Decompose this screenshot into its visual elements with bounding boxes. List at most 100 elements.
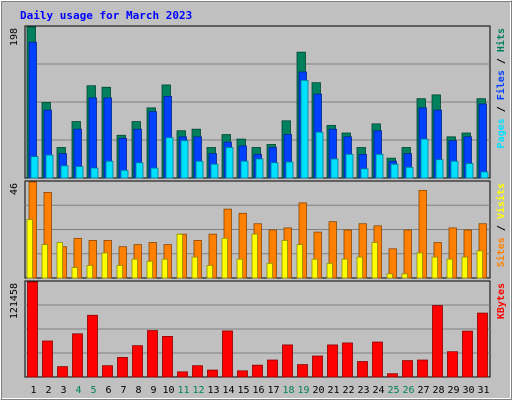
- x-tick-label: 14: [222, 385, 234, 396]
- bar-pages: [390, 163, 399, 179]
- legend-sep: /: [496, 100, 507, 118]
- bar-kbytes: [402, 360, 413, 378]
- y-max-label: 46: [9, 183, 20, 195]
- y-max-label: 198: [9, 28, 20, 46]
- bar-kbytes: [477, 312, 488, 378]
- bar-kbytes: [417, 359, 428, 378]
- bar-pages: [465, 163, 474, 179]
- bar-visits: [206, 265, 213, 279]
- bar-pages: [225, 147, 234, 179]
- bar-pages: [45, 154, 54, 179]
- panel-legend: Sites / Visits: [495, 183, 507, 267]
- x-tick-label: 31: [477, 385, 489, 396]
- bar-pages: [210, 163, 219, 179]
- x-tick-label: 29: [447, 385, 459, 396]
- bar-pages: [105, 160, 114, 179]
- bar-visits: [476, 250, 483, 279]
- bar-sites: [403, 229, 412, 279]
- chart-title: Daily usage for March 2023: [20, 9, 192, 22]
- x-tick-label: 22: [342, 385, 354, 396]
- x-tick-label: 3: [60, 385, 66, 396]
- bar-pages: [345, 153, 354, 179]
- bar-files: [478, 103, 487, 179]
- legend-pages: Pages: [496, 118, 507, 148]
- bar-kbytes: [282, 344, 293, 378]
- bar-pages: [435, 159, 444, 179]
- x-tick-label: 11: [177, 385, 189, 396]
- x-tick-label: 30: [462, 385, 474, 396]
- bar-kbytes: [27, 281, 38, 378]
- bar-pages: [75, 166, 84, 179]
- bar-files: [88, 97, 97, 179]
- x-tick-label: 8: [135, 385, 141, 396]
- x-tick-label: 6: [105, 385, 111, 396]
- bar-kbytes: [207, 369, 218, 378]
- bar-kbytes: [102, 365, 113, 378]
- bar-kbytes: [72, 333, 83, 378]
- bar-visits: [386, 273, 393, 279]
- x-tick-label: 15: [237, 385, 249, 396]
- x-tick-label: 9: [150, 385, 156, 396]
- bar-visits: [461, 256, 468, 279]
- bar-kbytes: [372, 341, 383, 378]
- bar-kbytes: [177, 371, 188, 378]
- x-tick-label: 23: [357, 385, 369, 396]
- bar-visits: [341, 258, 348, 279]
- panel-kbytes: 121458 KBytes: [9, 280, 507, 378]
- bar-kbytes: [252, 364, 263, 378]
- bar-pages: [375, 153, 384, 179]
- y-max-label: 121458: [9, 283, 20, 319]
- bar-kbytes: [237, 370, 248, 378]
- bar-pages: [165, 137, 174, 179]
- bar-pages: [120, 169, 129, 179]
- legend-kbytes: KBytes: [496, 283, 507, 319]
- bar-pages: [150, 167, 159, 179]
- bar-pages: [315, 131, 324, 179]
- bar-visits: [236, 258, 243, 279]
- x-tick-label: 4: [75, 385, 81, 396]
- bar-visits: [161, 258, 168, 279]
- bar-visits: [86, 265, 93, 279]
- x-tick-label: 19: [297, 385, 309, 396]
- bar-pages: [60, 165, 69, 179]
- bar-visits: [116, 265, 123, 279]
- bar-pages: [270, 162, 279, 179]
- bar-kbytes: [357, 361, 368, 378]
- x-tick-label: 10: [162, 385, 174, 396]
- bar-visits: [356, 256, 363, 279]
- bar-visits: [26, 219, 33, 279]
- bar-kbytes: [312, 355, 323, 378]
- bar-visits: [281, 240, 288, 279]
- bar-kbytes: [162, 336, 173, 378]
- bar-pages: [240, 160, 249, 179]
- bar-pages: [360, 168, 369, 179]
- bar-pages: [255, 158, 264, 179]
- bar-visits: [446, 258, 453, 279]
- chart-panels: 198 Pages / Files / Hits 46 Sites / Visits 1…: [9, 25, 507, 378]
- x-tick-label: 13: [207, 385, 219, 396]
- bar-kbytes: [222, 330, 233, 378]
- x-tick-label: 26: [402, 385, 414, 396]
- bar-visits: [41, 244, 48, 279]
- bar-visits: [311, 258, 318, 279]
- x-tick-label: 5: [90, 385, 96, 396]
- bar-kbytes: [447, 351, 458, 378]
- bar-visits: [221, 237, 228, 279]
- bar-visits: [431, 256, 438, 279]
- bar-visits: [296, 244, 303, 279]
- bar-kbytes: [147, 330, 158, 378]
- bar-visits: [56, 242, 63, 279]
- x-tick-label: 2: [45, 385, 51, 396]
- bar-kbytes: [462, 330, 473, 378]
- x-tick-label: 17: [267, 385, 279, 396]
- bar-visits: [131, 258, 138, 279]
- bar-pages: [450, 160, 459, 179]
- legend-visits: Visits: [495, 183, 507, 219]
- panel-hits_files_pages: 198 Pages / Files / Hits: [9, 25, 507, 179]
- bar-kbytes: [192, 365, 203, 378]
- bar-pages: [90, 167, 99, 179]
- bar-kbytes: [387, 373, 398, 378]
- bar-visits: [176, 233, 183, 279]
- bar-visits: [371, 242, 378, 279]
